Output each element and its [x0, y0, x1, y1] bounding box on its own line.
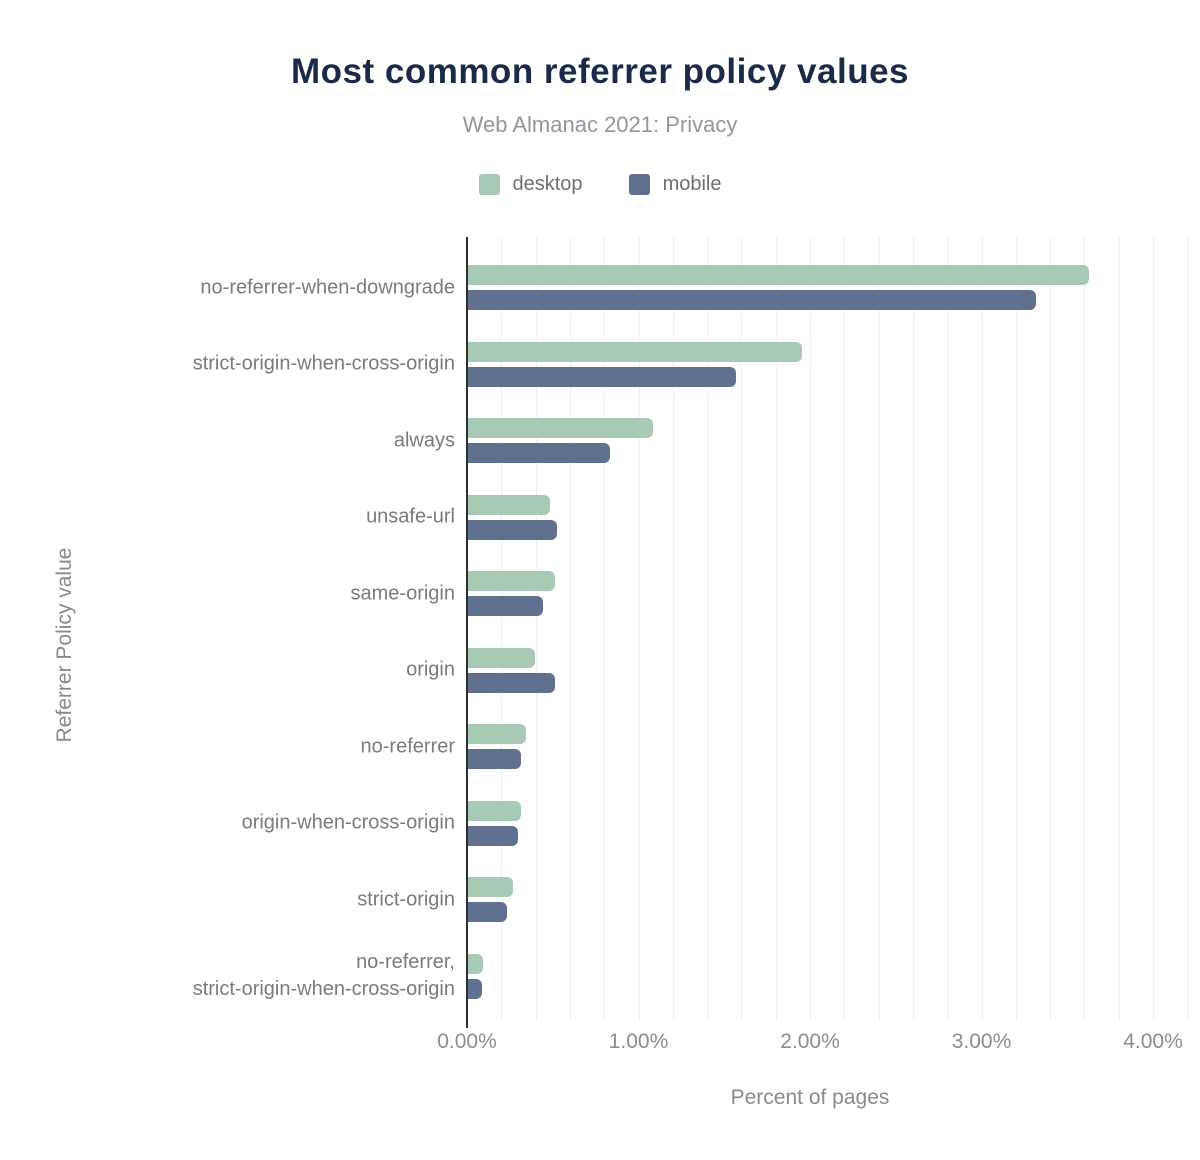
category-label: strict-origin-when-cross-origin: [192, 352, 455, 375]
gridline: [775, 237, 777, 1020]
x-tick-label: 4.00%: [1123, 1030, 1183, 1053]
category-label: same-origin: [350, 582, 455, 604]
gridline: [638, 237, 640, 1020]
bar-desktop-9: [468, 953, 484, 974]
x-tick-label: 2.00%: [780, 1030, 840, 1053]
gridline: [707, 237, 709, 1020]
bar-mobile-7: [468, 825, 518, 846]
x-axis-title: Percent of pages: [730, 1086, 890, 1109]
category-label: always: [393, 429, 455, 451]
gridline: [741, 237, 743, 1020]
gridline: [604, 237, 606, 1020]
category-label: origin-when-cross-origin: [241, 811, 455, 834]
bar-desktop-8: [468, 877, 513, 897]
bar-mobile-2: [468, 443, 611, 463]
bar-desktop-0: [468, 265, 1089, 285]
gridline: [535, 237, 537, 1020]
bar-mobile-9: [468, 978, 482, 999]
y-axis-title: Referrer Policy value: [53, 547, 76, 743]
gridline: [947, 237, 949, 1020]
x-tick-label: 0.00%: [437, 1030, 497, 1053]
bar-desktop-5: [468, 647, 535, 668]
gridline: [569, 237, 571, 1020]
desktop-swatch-icon: [478, 174, 500, 195]
category-label: unsafe-url: [366, 505, 455, 528]
bar-desktop-1: [468, 341, 803, 362]
gridline: [878, 237, 880, 1020]
category-label: no-referrer, strict-origin-when-cross-or…: [192, 951, 455, 1000]
gridline: [1050, 237, 1052, 1020]
bar-desktop-7: [468, 800, 522, 821]
gridline: [1015, 237, 1017, 1020]
legend: desktop mobile: [0, 173, 1200, 196]
legend-item-mobile[interactable]: mobile: [628, 173, 722, 196]
bar-mobile-1: [468, 366, 736, 387]
bar-desktop-4: [468, 571, 556, 591]
bar-desktop-3: [468, 494, 551, 515]
chart-title: Most common referrer policy values: [290, 52, 910, 91]
bar-mobile-5: [468, 672, 556, 693]
bar-mobile-6: [468, 749, 522, 769]
bar-mobile-3: [468, 519, 558, 540]
gridline: [1153, 237, 1154, 1020]
gridline: [1187, 237, 1189, 1020]
legend-item-desktop[interactable]: desktop: [478, 173, 583, 196]
x-tick-label: 3.00%: [951, 1030, 1012, 1053]
legend-label-desktop: desktop: [512, 173, 583, 195]
gridline: [1084, 237, 1086, 1020]
bar-mobile-0: [468, 290, 1036, 310]
legend-label-mobile: mobile: [662, 173, 722, 195]
x-tick-label: 1.00%: [608, 1030, 669, 1053]
bar-desktop-2: [468, 418, 654, 438]
gridline: [844, 237, 846, 1020]
gridline: [672, 237, 674, 1020]
gridline: [501, 237, 503, 1020]
gridline: [981, 237, 983, 1020]
gridline: [912, 237, 914, 1020]
category-label: no-referrer-when-downgrade: [200, 276, 455, 298]
bar-desktop-6: [468, 724, 527, 744]
y-axis-line: [466, 237, 468, 1028]
category-label: no-referrer: [360, 735, 455, 757]
category-label: strict-origin: [357, 888, 455, 910]
gridline: [810, 237, 811, 1020]
gridline: [1118, 237, 1120, 1020]
chart-subtitle: Web Almanac 2021: Privacy: [462, 112, 738, 137]
bar-mobile-4: [468, 596, 544, 616]
mobile-swatch-icon: [628, 174, 650, 195]
category-label: origin: [406, 658, 455, 681]
bar-mobile-8: [468, 902, 508, 922]
